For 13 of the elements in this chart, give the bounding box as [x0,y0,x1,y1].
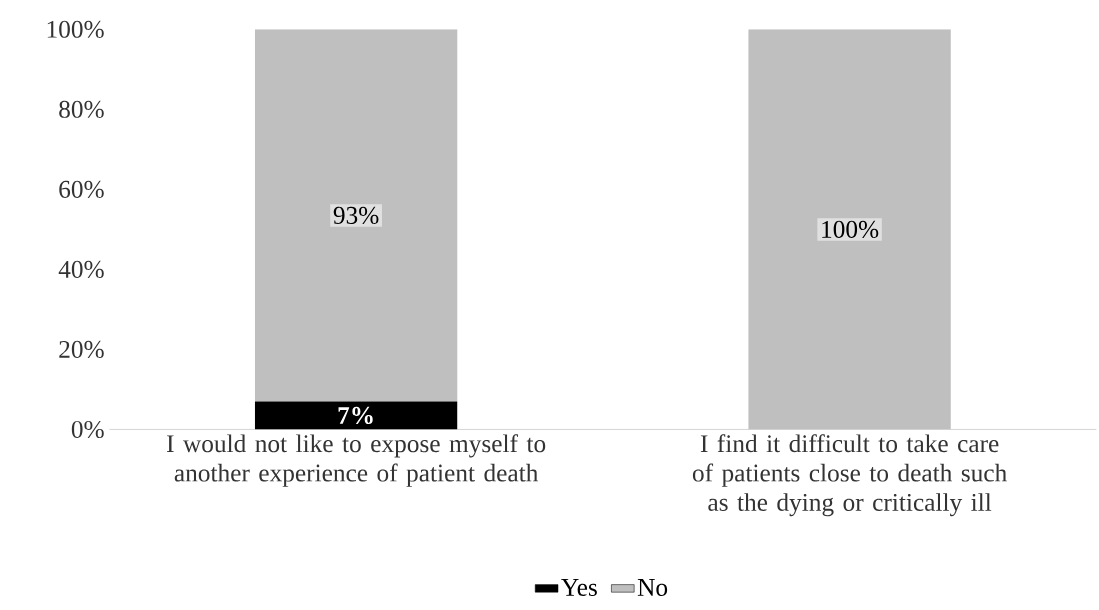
data-label: 93% [333,207,379,225]
data-label: 100% [822,221,879,239]
y-tick-label: 0% [71,421,104,439]
y-tick-label: 100% [47,20,104,39]
x-tick-label: I would not like to expose myself to another experience of patient death [167,434,546,487]
y-tick-label: 60% [59,181,104,199]
data-label: 7% [338,407,373,425]
x-tick-label: I find it difficult to take care of patients close to death such as the dying or critically ill [692,434,1007,517]
legend-label: Yes [561,579,597,597]
y-tick-label: 80% [59,101,104,119]
y-tick-label: 20% [59,341,104,359]
y-tick-label: 40% [58,261,104,279]
legend-label: No [637,579,668,597]
